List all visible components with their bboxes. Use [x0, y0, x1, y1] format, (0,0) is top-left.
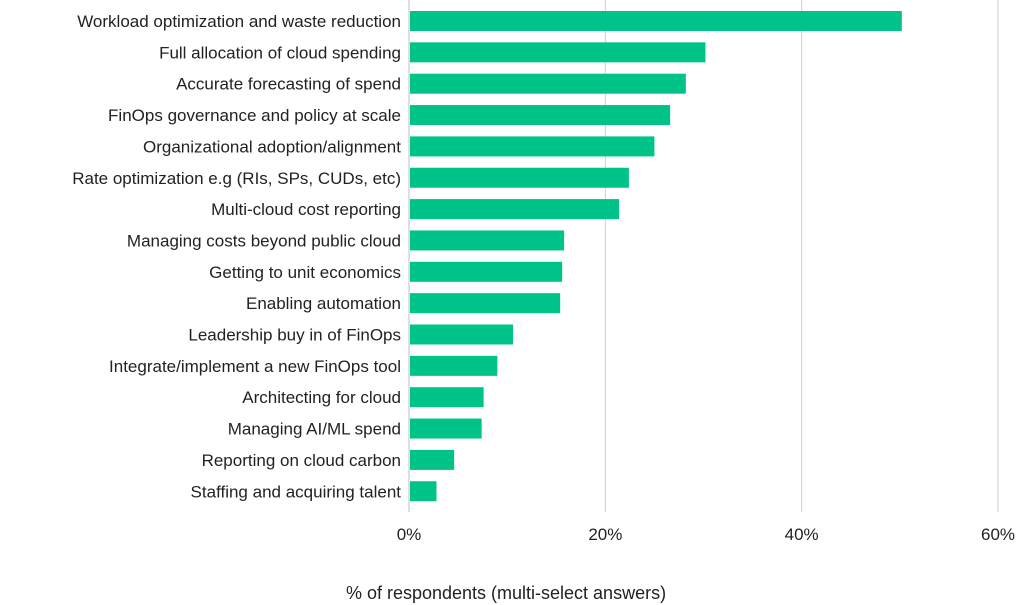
- category-label: Integrate/implement a new FinOps tool: [109, 357, 401, 376]
- bar: [410, 199, 620, 220]
- bar: [410, 230, 565, 251]
- bar: [410, 136, 655, 157]
- category-label: Architecting for cloud: [242, 388, 401, 407]
- x-tick-label: 20%: [588, 525, 622, 544]
- bar: [410, 418, 482, 439]
- category-label: Rate optimization e.g (RIs, SPs, CUDs, e…: [72, 169, 401, 188]
- bars: [410, 11, 902, 502]
- category-label: Accurate forecasting of spend: [176, 75, 401, 94]
- x-tick-label: 40%: [785, 525, 819, 544]
- bar: [410, 324, 514, 345]
- x-tick-labels: 0% 20% 40% 60%: [397, 525, 1015, 544]
- category-label: Getting to unit economics: [209, 263, 401, 282]
- bar: [410, 11, 902, 31]
- category-label: Workload optimization and waste reductio…: [77, 12, 401, 31]
- bar: [410, 387, 484, 408]
- category-label: Managing costs beyond public cloud: [127, 231, 401, 250]
- bar: [410, 481, 437, 502]
- x-axis-title: % of respondents (multi-select answers): [346, 583, 666, 603]
- category-label: Staffing and acquiring talent: [191, 482, 402, 501]
- bar: [410, 167, 629, 188]
- category-label: Managing AI/ML spend: [228, 420, 401, 439]
- x-tick-label: 0%: [397, 525, 422, 544]
- category-label: Organizational adoption/alignment: [143, 137, 401, 156]
- category-label: Enabling automation: [246, 294, 401, 313]
- bar: [410, 105, 671, 126]
- category-label: Reporting on cloud carbon: [202, 451, 401, 470]
- category-label: FinOps governance and policy at scale: [108, 106, 401, 125]
- bar: [410, 42, 706, 63]
- category-labels: Workload optimization and waste reductio…: [72, 12, 401, 501]
- bar: [410, 449, 455, 470]
- bar: [410, 261, 563, 282]
- category-label: Multi-cloud cost reporting: [211, 200, 401, 219]
- category-label: Full allocation of cloud spending: [159, 43, 401, 62]
- bar: [410, 355, 498, 376]
- bar: [410, 293, 561, 314]
- x-tick-label: 60%: [981, 525, 1015, 544]
- bar: [410, 73, 686, 94]
- category-label: Leadership buy in of FinOps: [188, 326, 401, 345]
